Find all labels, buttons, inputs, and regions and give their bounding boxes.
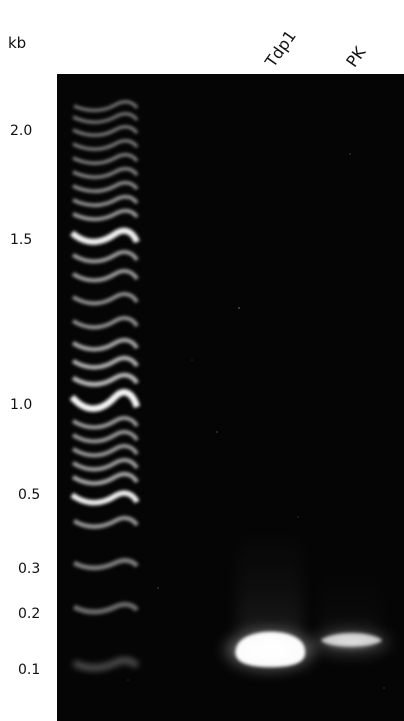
sample-lane-tdp1: [226, 526, 314, 670]
ladder-lane: [69, 100, 141, 671]
marker-label-0-1: 0.1: [18, 662, 41, 678]
lane-label-tdp1: Tdp1: [261, 26, 300, 71]
unit-label: kb: [8, 34, 27, 52]
marker-label-2-0: 2.0: [10, 123, 33, 139]
sample-lane-pk: [313, 565, 389, 655]
marker-label-0-3: 0.3: [18, 561, 41, 577]
gel-noise: [127, 153, 385, 689]
marker-label-0-2: 0.2: [18, 606, 41, 622]
marker-label-0-5: 0.5: [18, 487, 41, 503]
marker-label-1-0: 1.0: [10, 397, 33, 413]
marker-label-1-5: 1.5: [10, 232, 33, 248]
gel-image: [57, 74, 404, 721]
lane-label-pk: PK: [342, 43, 370, 71]
